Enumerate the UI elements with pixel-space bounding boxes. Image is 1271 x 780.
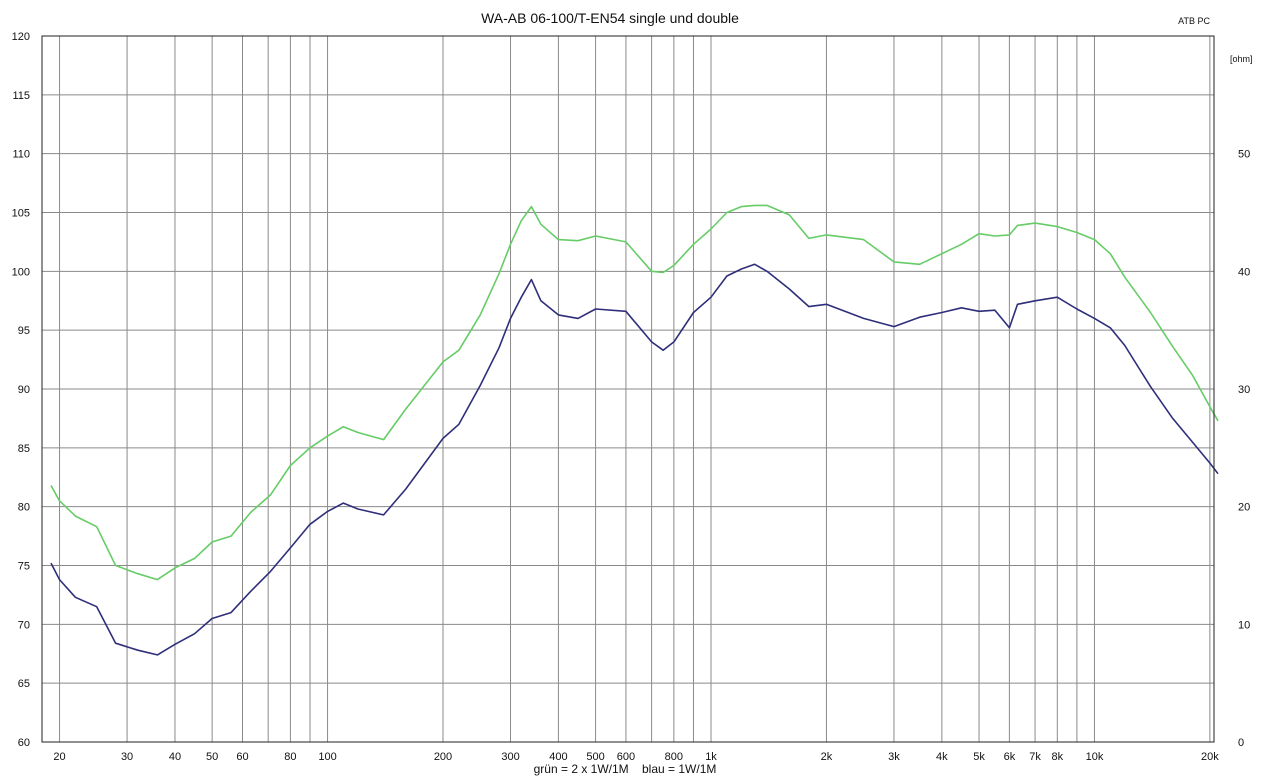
x-tick-label: 800 (665, 751, 683, 763)
x-tick-label: 200 (434, 751, 452, 763)
y-tick-label: 120 (12, 31, 30, 43)
y-tick-label: 115 (12, 90, 30, 102)
x-tick-label: 1k (705, 751, 717, 763)
y-tick-label: 85 (18, 443, 30, 455)
right-tick-label: 50 (1238, 149, 1250, 161)
plot-frame (41, 35, 1215, 743)
x-tick-label: 400 (549, 751, 567, 763)
x-tick-label: 10k (1086, 751, 1104, 763)
x-tick-label: 500 (586, 751, 604, 763)
x-tick-label: 4k (936, 751, 948, 763)
x-tick-label: 20k (1201, 751, 1219, 763)
x-axis-ticks: 20 30 40 50 60 80 100 200 300 400 500 600 800 1k 2k 3k 4… (53, 751, 1219, 763)
grid (42, 35, 1214, 743)
series-layer (50, 204, 1219, 656)
y-tick-label: 95 (18, 325, 30, 337)
series-line-green (50, 204, 1219, 581)
y-tick-label: 100 (12, 266, 30, 278)
y-axis-ticks: 60 65 70 75 80 85 90 95 100 105 110 115 120 (12, 31, 30, 749)
y-tick-label: 65 (18, 678, 30, 690)
y-tick-label: 110 (12, 149, 30, 161)
x-tick-label: 80 (284, 751, 296, 763)
x-tick-label: 3k (888, 751, 900, 763)
y-tick-label: 75 (18, 561, 30, 573)
y-tick-label: 105 (12, 208, 30, 220)
x-tick-label: 60 (236, 751, 248, 763)
right-tick-label: 10 (1238, 619, 1250, 631)
chart-title: WA-AB 06-100/T-EN54 single und double (481, 10, 739, 26)
y-tick-label: 70 (18, 619, 30, 631)
series-line-blue (50, 263, 1219, 656)
y-tick-label: 60 (18, 737, 30, 749)
atb-pc-badge: ATB PC (1178, 16, 1210, 26)
x-tick-label: 50 (206, 751, 218, 763)
y-tick-label: 90 (18, 384, 30, 396)
x-tick-label: 2k (821, 751, 833, 763)
x-tick-label: 6k (1004, 751, 1016, 763)
x-tick-label: 8k (1051, 751, 1063, 763)
x-tick-label: 30 (121, 751, 133, 763)
legend-note: grün = 2 x 1W/1M blau = 1W/1M (534, 762, 717, 776)
right-axis-unit: [ohm] (1230, 54, 1253, 64)
right-tick-label: 30 (1238, 384, 1250, 396)
right-tick-label: 0 (1238, 737, 1244, 749)
x-tick-label: 100 (318, 751, 336, 763)
right-tick-label: 20 (1238, 502, 1250, 514)
x-tick-label: 7k (1029, 751, 1041, 763)
right-axis-ticks: 0 10 20 30 40 50 (1238, 149, 1250, 749)
y-tick-label: 80 (18, 502, 30, 514)
x-tick-label: 5k (973, 751, 985, 763)
x-tick-label: 600 (617, 751, 635, 763)
x-tick-label: 40 (169, 751, 181, 763)
x-tick-label: 20 (53, 751, 65, 763)
right-tick-label: 40 (1238, 266, 1250, 278)
x-tick-label: 300 (501, 751, 519, 763)
